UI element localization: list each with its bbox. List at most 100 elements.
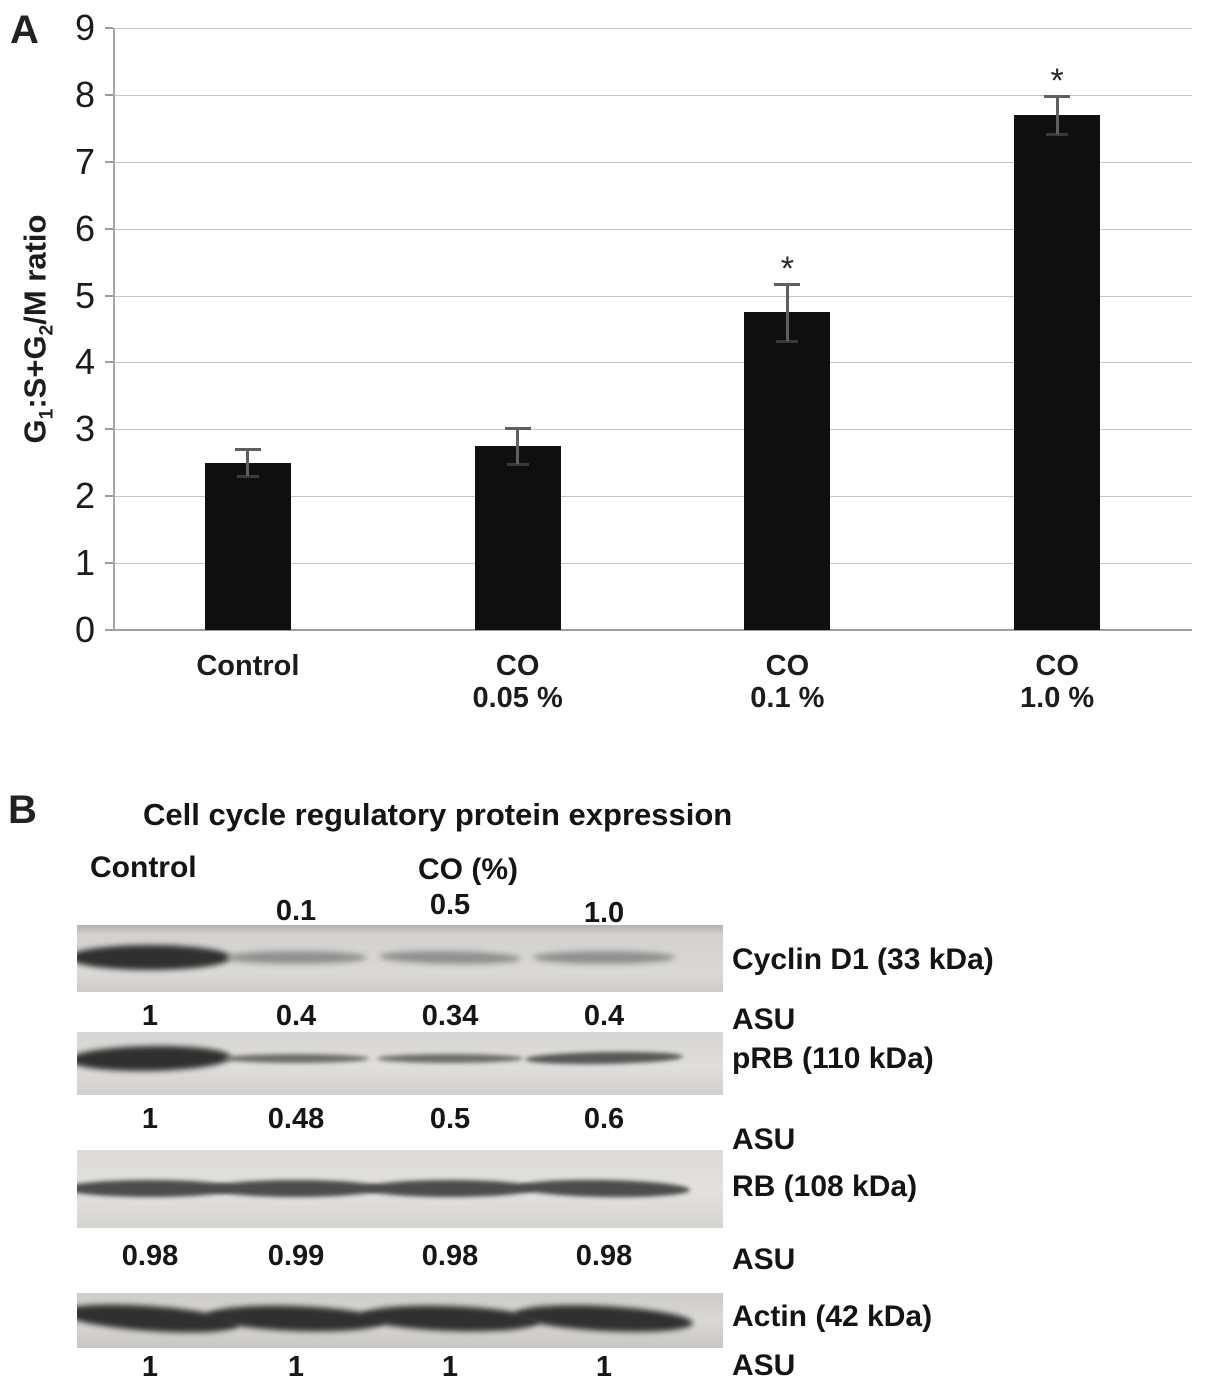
asu-value: 0.34: [421, 1000, 479, 1032]
y-tick-label: 2: [74, 475, 95, 517]
asu-value: 0.4: [275, 1000, 317, 1032]
y-axis-tick: [105, 495, 113, 498]
x-category-label-line: Control: [196, 650, 300, 682]
y-tick-label: 7: [74, 140, 95, 182]
blot-header-co-percent: CO (%): [418, 853, 518, 886]
x-category-label-line: 0.1 %: [750, 682, 825, 714]
grid-line: [113, 94, 1192, 96]
y-tick-label: 8: [74, 73, 95, 115]
protein-band: [225, 950, 367, 964]
protein-band: [360, 1302, 540, 1334]
protein-band: [514, 1300, 694, 1336]
y-axis-line: [113, 28, 115, 630]
x-category-label: CO 1.0 %: [922, 650, 1192, 714]
error-bar-cap-bottom: [776, 340, 799, 344]
protein-band: [378, 949, 522, 965]
y-axis-tick: [105, 629, 113, 631]
asu-value: 0.99: [267, 1240, 325, 1272]
blot-strip: [77, 1293, 723, 1348]
y-axis-tick: [105, 93, 113, 96]
error-bar-cap-bottom: [506, 463, 529, 467]
asu-unit-label: ASU: [732, 1003, 796, 1036]
error-bar-stem: [1055, 96, 1059, 134]
grid-line: [113, 228, 1192, 230]
bar: [1014, 114, 1101, 630]
x-category-label-line: 1.0 %: [1020, 682, 1095, 714]
error-bar-cap-top: [774, 282, 801, 286]
error-bar-cap-bottom: [236, 475, 259, 479]
asu-value: 0.98: [121, 1240, 179, 1272]
error-bar-cap-top: [1044, 95, 1071, 99]
asu-value: 0.98: [575, 1240, 633, 1272]
x-category-label-line: CO: [1035, 650, 1079, 682]
error-bar-stem: [246, 449, 250, 477]
bar: [744, 312, 831, 630]
y-tick-label: 3: [74, 408, 95, 450]
error-bar-stem: [785, 283, 789, 342]
protein-band: [206, 1302, 386, 1334]
grid-line: [113, 429, 1192, 431]
asu-unit-label: ASU: [732, 1243, 796, 1276]
asu-value: 0.5: [429, 1103, 471, 1135]
x-category-label: Control: [113, 650, 383, 682]
bar-chart-panel-a: 0 1 2 3 4 5 6 7 8 9 G1:S+G2/M ratio Control CO 0.05 %…: [18, 7, 1192, 714]
asu-value: 0.48: [267, 1103, 325, 1135]
protein-band: [517, 1178, 691, 1198]
grid-line: [113, 362, 1192, 364]
blot-strip: [77, 925, 723, 992]
lane-concentration-label: 0.5: [429, 889, 471, 921]
asu-value: 1: [595, 1351, 613, 1383]
significance-asterisk: *: [1050, 62, 1064, 101]
error-bar-cap-top: [234, 448, 261, 452]
asu-value: 1: [141, 1000, 159, 1032]
protein-label: Cyclin D1 (33 kDa): [732, 943, 994, 976]
panel-a-letter: A: [10, 8, 39, 52]
y-tick-label: 0: [74, 609, 95, 650]
y-axis-tick: [105, 294, 113, 297]
asu-value: 1: [441, 1351, 459, 1383]
error-bar-cap-top: [504, 426, 531, 430]
x-category-label: CO 0.05 %: [383, 650, 653, 714]
x-category-label-line: CO: [495, 650, 540, 682]
y-tick-label: 9: [74, 7, 95, 48]
protein-band: [524, 1050, 684, 1066]
protein-band: [223, 1053, 369, 1063]
protein-band: [377, 1053, 523, 1063]
blot-header-control: Control: [90, 851, 197, 884]
x-category-label: CO 0.1 %: [652, 650, 922, 714]
protein-label: RB (108 kDa): [732, 1170, 918, 1203]
bar: [474, 446, 561, 630]
lane-concentration-label: 0.1: [275, 895, 317, 927]
y-tick-label: 4: [74, 341, 95, 383]
protein-band: [77, 944, 231, 970]
asu-unit-label: ASU: [732, 1123, 796, 1156]
grid-line: [113, 295, 1192, 297]
y-axis-tick: [105, 562, 113, 565]
asu-value: 1: [141, 1103, 159, 1135]
panel-b-letter: B: [8, 788, 37, 832]
grid-line: [113, 496, 1192, 498]
y-axis-tick: [105, 428, 113, 431]
x-category-label-line: CO: [765, 650, 810, 682]
asu-value: 0.98: [421, 1240, 479, 1272]
panel-b-title: Cell cycle regulatory protein expression: [143, 797, 733, 832]
y-tick-label: 1: [74, 542, 95, 584]
bar: [204, 462, 291, 630]
asu-value: 0.4: [583, 1000, 625, 1032]
asu-value: 0.6: [583, 1103, 625, 1135]
grid-line: [113, 563, 1192, 565]
grid-line: [113, 161, 1192, 163]
error-bar-stem: [516, 427, 520, 465]
y-axis-tick: [105, 27, 113, 29]
plot-area: [113, 28, 1192, 631]
protein-band: [210, 1179, 382, 1197]
error-bar-cap-bottom: [1046, 132, 1069, 136]
x-category-label-line: 0.05 %: [472, 682, 563, 714]
protein-band: [364, 1179, 536, 1197]
protein-band: [77, 1044, 232, 1072]
asu-unit-label: ASU: [732, 1349, 796, 1382]
y-axis-tick: [105, 227, 113, 230]
protein-band: [77, 1179, 236, 1197]
